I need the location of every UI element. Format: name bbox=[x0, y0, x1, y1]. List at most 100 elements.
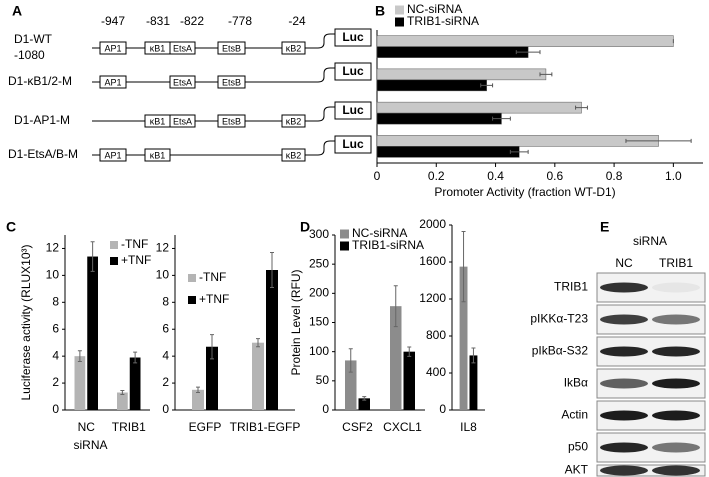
element-box bbox=[169, 75, 196, 89]
x-tick-label: 0 bbox=[374, 169, 381, 183]
promoter-diagram: -947 -831 -822 -778 -24 D1-WT -1080 D1-κ… bbox=[8, 14, 372, 162]
blot-band bbox=[600, 410, 648, 421]
construct-name: D1-EtsA/B-M bbox=[8, 147, 78, 161]
bar bbox=[192, 389, 204, 410]
construct-name: D1-WT bbox=[14, 32, 53, 46]
panel-label: A bbox=[12, 3, 22, 19]
bar bbox=[403, 351, 415, 410]
error-bar bbox=[393, 285, 398, 328]
y-tick-label: 0 bbox=[52, 402, 59, 416]
y-tick-label: 2000 bbox=[419, 217, 446, 231]
x-tick-label: 0.2 bbox=[428, 169, 445, 183]
x-tick-label: 0.6 bbox=[546, 169, 563, 183]
bar bbox=[459, 266, 468, 410]
x-tick-label: EGFP bbox=[189, 420, 222, 434]
bar bbox=[376, 46, 529, 58]
blot-band bbox=[652, 346, 700, 357]
error-bar bbox=[539, 72, 553, 77]
error-bar bbox=[480, 83, 494, 88]
element-box bbox=[169, 114, 196, 128]
error-bar bbox=[492, 116, 511, 121]
x-tick-label: CXCL1 bbox=[383, 420, 422, 434]
error-bar bbox=[196, 386, 200, 393]
chart: 0 2 4 6 8 10 12 EGFP TRIB1-EGFP -TNF +TNF bbox=[156, 235, 301, 434]
blot-row-label: IkBα bbox=[564, 376, 588, 390]
element: κB2 bbox=[286, 43, 302, 53]
reporter-box bbox=[334, 101, 372, 120]
y-axis-label: Luciferase activity (RLUX10³) bbox=[19, 244, 33, 400]
y-tick-label: 250 bbox=[309, 256, 329, 270]
bar bbox=[117, 392, 128, 410]
legend-label: +TNF bbox=[199, 292, 229, 306]
error-bar bbox=[362, 396, 367, 401]
position: -24 bbox=[288, 14, 306, 28]
y-tick-label: 200 bbox=[309, 286, 329, 300]
blot-band bbox=[600, 346, 648, 357]
element-box bbox=[99, 41, 127, 55]
blot-band bbox=[600, 442, 648, 453]
bar bbox=[376, 35, 674, 47]
reporter: Luc bbox=[342, 30, 364, 44]
legend-swatch bbox=[110, 241, 118, 249]
x-tick-label: IL8 bbox=[460, 420, 477, 434]
legend-label: +TNF bbox=[121, 253, 151, 267]
panel-label: E bbox=[600, 219, 609, 235]
reporter: Luc bbox=[342, 103, 364, 117]
x-tick-label: CSF2 bbox=[342, 420, 373, 434]
element-box bbox=[217, 114, 246, 128]
legend-swatch bbox=[340, 241, 349, 251]
y-tick-label: 150 bbox=[309, 315, 329, 329]
tss-arrow bbox=[317, 140, 335, 156]
y-tick-label: 400 bbox=[426, 365, 446, 379]
reporter-box bbox=[334, 62, 372, 81]
error-bar bbox=[256, 338, 260, 348]
x-axis-label: Promoter Activity (fraction WT-D1) bbox=[434, 185, 615, 199]
bar bbox=[358, 398, 370, 410]
error-bar bbox=[77, 350, 82, 363]
blot-band bbox=[600, 378, 648, 389]
element-box bbox=[99, 148, 127, 162]
x-tick-label: 1.0 bbox=[665, 169, 682, 183]
element: EtsA bbox=[173, 77, 192, 87]
y-tick-label: 2 bbox=[162, 375, 169, 389]
legend-swatch bbox=[340, 229, 349, 239]
y-tick-label: 50 bbox=[316, 373, 330, 387]
bar bbox=[266, 270, 278, 410]
x-tick-label: TRIB1-EGFP bbox=[230, 420, 301, 434]
y-tick-label: 100 bbox=[309, 344, 329, 358]
error-bar bbox=[407, 346, 412, 357]
blot-column: NC bbox=[615, 256, 633, 270]
y-tick-label: 4 bbox=[162, 348, 169, 362]
y-tick-label: 0 bbox=[439, 402, 446, 416]
y-tick-label: 0 bbox=[162, 402, 169, 416]
error-bar bbox=[348, 348, 353, 373]
blot-row-label: pIkBα-S32 bbox=[532, 344, 589, 358]
bar bbox=[376, 135, 659, 147]
y-axis-label: Protein Level (RFU) bbox=[289, 269, 303, 375]
bar bbox=[469, 355, 478, 410]
blot-band bbox=[652, 282, 700, 293]
blot-band bbox=[652, 314, 700, 325]
error-bar bbox=[471, 347, 476, 364]
element-box bbox=[169, 41, 196, 55]
bar bbox=[376, 112, 502, 125]
legend-swatch bbox=[395, 17, 404, 27]
y-tick-label: 6 bbox=[162, 321, 169, 335]
y-tick-label: 6 bbox=[52, 321, 59, 335]
error-bar bbox=[120, 389, 125, 396]
position: -831 bbox=[146, 14, 170, 28]
blot-band bbox=[600, 314, 648, 325]
y-tick-label: 10 bbox=[156, 268, 170, 282]
element: EtsA bbox=[173, 116, 192, 126]
reporter-box bbox=[334, 135, 372, 154]
construct-start: -1080 bbox=[14, 48, 45, 62]
legend-swatch bbox=[395, 5, 404, 15]
tss-arrow bbox=[317, 67, 335, 83]
panel-label: C bbox=[6, 219, 16, 235]
legend-label: NC-siRNA bbox=[352, 226, 407, 240]
bar bbox=[129, 357, 141, 410]
position: -778 bbox=[228, 14, 252, 28]
reporter-box bbox=[334, 28, 372, 47]
element: AP1 bbox=[104, 77, 121, 87]
error-bar bbox=[575, 105, 588, 110]
